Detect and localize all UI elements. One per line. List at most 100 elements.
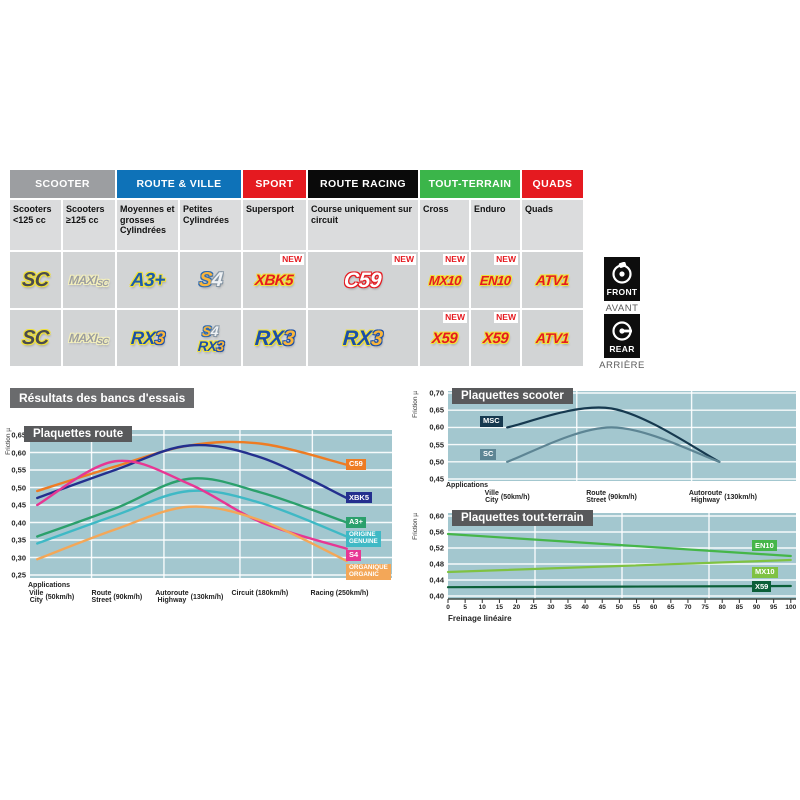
ytick-label: 0,35 [11,535,26,545]
legend-c59: C59 [346,458,366,470]
x-tick-label: 35 [564,604,572,611]
scooter-chart-title: Plaquettes scooter [452,388,573,404]
column-header-moyennes-et-grosses-cylindr-es: Moyennes et grosses Cylindrées [117,200,178,250]
x59-line [446,584,792,589]
product-cell-rear-sc: SC [10,310,61,366]
mx10-logo: MX10 [427,272,462,288]
product-cell-rear-x59: NEW X59 [471,310,520,366]
column-header-supersport: Supersport [243,200,306,250]
front-disc-icon [612,261,632,284]
x-tick-label: 25 [530,604,538,611]
legend-s4: S4 [346,549,362,561]
x-category-autoroute: Autoroute Highway (130km/h) [155,590,224,605]
column-header-scooters-125-cc: Scooters ≥125 cc [63,200,115,250]
legend-en10: EN10 [752,540,777,552]
x-tick-label: 20 [512,604,521,611]
legend-mx10: MX10 [752,566,778,579]
a3plus-logo: A3+ [129,269,166,291]
route-pads-chart: Plaquettes route Friction µ 0,65 0,60 0,55… [5,424,408,624]
new-badge: NEW [443,254,467,265]
product-cell-front-s4: S4 [180,252,241,308]
x-axis-label: Freinage linéaire [448,614,512,623]
product-cell-rear-rx3: RX3 [117,310,178,366]
x-tick-label: 0 [446,604,450,611]
brake-pad-table: SCOOTER ROUTE & VILLE SPORT ROUTE RACING TOU… [10,170,583,366]
legend-a3: A3+ [346,516,366,528]
rear-disc-icon [612,320,632,341]
en10-logo: EN10 [479,272,512,288]
new-badge: NEW [280,254,304,265]
product-cell-rear-atv1: ATV1 [522,310,583,366]
legend-msc: MSC [480,415,503,427]
front-side-label: FRONT AVANT [590,257,654,314]
ytick-label: 0,25 [11,570,26,580]
group-header-route-racing: ROUTE RACING [308,170,418,198]
offroad-pads-chart: Plaquettes tout-terrain Friction µ 0,60 0… [406,507,800,632]
x-tick-label: 40 [581,604,589,611]
ytick-label: 0,60 [11,448,26,457]
s4-logo: S4 [197,269,224,291]
x-tick-label: 70 [684,604,692,611]
x-tick-label: 10 [478,604,486,611]
sc-logo: SC [21,327,50,349]
product-cell-rear-x59: NEW X59 [420,310,469,366]
column-header-enduro: Enduro [471,200,520,250]
product-cell-rear-rx3: RX3 [243,310,306,366]
group-header-quads: QUADS [522,170,583,198]
ytick-label: 0,45 [429,474,444,484]
x-tick-label: 45 [598,604,606,611]
route-plot [30,430,392,578]
terrain-plot [446,513,796,603]
column-header-petites-cylindr-es: Petites Cylindrées [180,200,241,250]
s4-rx3-logo: S4 [201,322,220,339]
ytick-label: 0,45 [11,500,26,510]
x-axis-label: Applications [446,482,489,489]
new-badge: NEW [443,312,467,323]
xbk5-logo: XBK5 [254,271,295,289]
x-category-circuit-180km-h: Circuit (180km/h) [231,590,289,597]
ytick-label: 0,65 [11,430,26,440]
x-tick-label: 95 [770,604,778,611]
ytick-label: 0,48 [429,559,444,569]
x-tick-label: 15 [495,604,504,611]
rx3-logo: RX3 [130,328,165,348]
new-badge: NEW [494,254,518,265]
rear-caption-fr: ARRIÈRE [599,360,645,371]
x-category-autoroute: Autoroute Highway (130km/h) [688,490,757,505]
rx3-logo: RX3 [254,326,295,350]
product-cell-rear-s4-rx3: S4 RX3 [180,310,241,366]
x59-logo: X59 [482,329,509,347]
column-header-scooters-125-cc: Scooters <125 cc [10,200,61,250]
new-badge: NEW [392,254,416,265]
legend-x59: X59 [752,581,772,593]
column-header-course-uniquement-sur-circuit: Course uniquement sur circuit [308,200,418,250]
maxi-sc-logo: MAXISC [68,273,109,288]
product-cell-front-a3plus: A3+ [117,252,178,308]
x-axis-label: Applications [28,582,71,589]
legend-organique-organic: ORGANIQUE ORGANIC [346,563,391,581]
x-tick-label: 65 [667,604,675,611]
origine-genuine-line [36,489,348,545]
ytick-label: 0,65 [429,405,444,415]
x-tick-label: 75 [701,604,709,611]
ytick-label: 0,50 [429,457,444,467]
plot-background [448,391,796,481]
xbk5-line [36,443,348,500]
x-tick-label: 85 [735,604,743,611]
ytick-label: 0,50 [11,483,26,492]
front-box: FRONT [604,257,640,301]
rx3-logo: RX3 [342,326,384,350]
ytick-label: 0,60 [429,511,444,521]
x-tick-label: 90 [752,604,761,611]
c59-logo: C59 [343,268,383,292]
group-header-tout-terrain: TOUT-TERRAIN [420,170,520,198]
x-tick-label: 5 [463,604,467,611]
ytick-label: 0,40 [429,591,444,601]
maxi-sc-logo: MAXISC [68,331,109,346]
group-header-sport: SPORT [243,170,306,198]
en10-line [446,532,792,558]
column-header-cross: Cross [420,200,469,250]
product-cell-front-mx10: NEW MX10 [420,252,469,308]
sc-logo: SC [21,269,50,291]
atv1-logo: ATV1 [535,330,570,346]
